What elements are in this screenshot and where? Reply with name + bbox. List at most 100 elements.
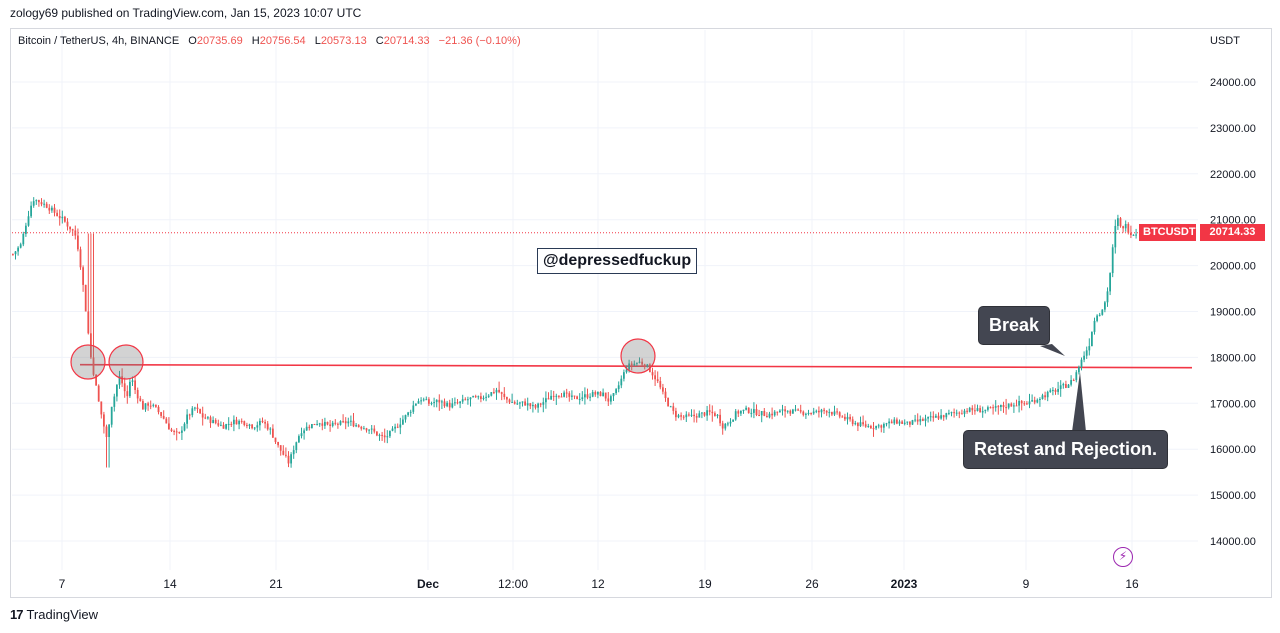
candle-body xyxy=(287,455,290,464)
candle-body xyxy=(1002,405,1005,408)
candle-body xyxy=(846,416,849,420)
candle-body xyxy=(768,413,771,418)
candle-body xyxy=(794,409,797,411)
candle-body xyxy=(750,412,753,414)
break-callout[interactable]: Break xyxy=(979,307,1050,344)
legend-symbol: Bitcoin / TetherUS, 4h, BINANCE xyxy=(18,35,180,47)
candle-body xyxy=(1117,218,1119,226)
candle-body xyxy=(552,395,555,397)
lightning-icon[interactable]: ⚡ xyxy=(1113,547,1133,567)
candle-body xyxy=(165,418,168,424)
candle-body xyxy=(25,225,27,234)
candle-body xyxy=(199,409,201,414)
candle-body xyxy=(428,399,430,404)
candle-body xyxy=(121,376,123,384)
candle-body xyxy=(1070,380,1072,385)
candle-body xyxy=(792,409,794,414)
candle-body xyxy=(979,408,981,413)
candle-body xyxy=(628,363,630,370)
touch-circle xyxy=(70,344,106,380)
candle-body xyxy=(714,413,716,416)
candle-body xyxy=(464,399,467,401)
candle-body xyxy=(688,414,690,416)
candle-body xyxy=(1085,350,1088,356)
candle-body xyxy=(586,394,589,398)
candle-body xyxy=(64,216,66,222)
candle-body xyxy=(126,391,129,397)
candle-body xyxy=(695,416,698,418)
candle-body xyxy=(961,413,963,415)
candle-body xyxy=(885,423,888,425)
candle-body xyxy=(1046,391,1049,398)
candle-body xyxy=(305,426,308,431)
candle-body xyxy=(344,421,347,424)
candle-body xyxy=(487,395,490,397)
candle-body xyxy=(1106,291,1109,303)
candle-body xyxy=(893,419,896,424)
candle-body xyxy=(1114,225,1117,248)
candle-body xyxy=(370,428,373,430)
candle-body xyxy=(716,414,719,416)
candle-body xyxy=(1078,367,1080,373)
candle-body xyxy=(617,385,620,390)
retest-callout[interactable]: Retest and Rejection. xyxy=(964,431,1168,468)
candle-body xyxy=(253,427,256,429)
candle-body xyxy=(56,212,58,217)
touch-circle xyxy=(620,338,656,374)
candle-body xyxy=(40,202,43,205)
candle-body xyxy=(500,392,503,394)
candle-body xyxy=(815,410,818,412)
candle-body xyxy=(511,401,513,403)
candle-body xyxy=(568,393,571,397)
candle-body xyxy=(217,423,220,426)
last-price-tag: 20714.33 xyxy=(1200,224,1265,241)
candle-body xyxy=(1039,398,1041,400)
candle-body xyxy=(97,385,100,402)
candle-body xyxy=(402,419,404,425)
candle-body xyxy=(942,415,945,418)
candle-body xyxy=(1031,400,1033,402)
candle-body xyxy=(914,419,916,421)
candle-body xyxy=(646,364,649,367)
candle-body xyxy=(446,402,448,407)
candle-body xyxy=(797,409,799,411)
candle-body xyxy=(922,419,924,421)
candle-body xyxy=(422,399,425,401)
candle-body xyxy=(503,393,506,398)
candle-body xyxy=(701,412,703,414)
candle-body xyxy=(178,432,181,434)
y-tick-label: 14000.00 xyxy=(1210,536,1256,548)
x-tick-label: 14 xyxy=(163,577,177,591)
candle-body xyxy=(711,411,714,414)
candle-body xyxy=(196,407,199,410)
candle-body xyxy=(183,423,186,431)
candle-body xyxy=(467,399,469,401)
candle-body xyxy=(638,361,641,363)
candle-body xyxy=(633,363,636,366)
footer[interactable]: 17 TradingView xyxy=(10,607,98,622)
candle-body xyxy=(342,421,344,423)
candle-body xyxy=(84,284,87,312)
candle-body xyxy=(643,364,646,367)
candle-body xyxy=(191,408,194,416)
candle-body xyxy=(386,436,389,438)
candle-body xyxy=(1091,331,1093,347)
candle-body xyxy=(79,249,82,268)
legend: Bitcoin / TetherUS, 4h, BINANCE O20735.6… xyxy=(18,35,521,47)
candle-body xyxy=(516,403,519,405)
candle-body xyxy=(844,416,846,420)
candle-body xyxy=(58,216,61,219)
candle-body xyxy=(157,406,160,413)
candle-body xyxy=(490,392,493,396)
candle-body xyxy=(851,419,854,425)
candle-body xyxy=(1067,384,1070,388)
tradingview-logo-icon: 17 xyxy=(10,607,24,622)
candle-body xyxy=(246,424,248,426)
candle-body xyxy=(321,423,324,426)
candle-body xyxy=(407,412,409,416)
chart-frame xyxy=(10,28,1272,598)
y-tick-label: 20000.00 xyxy=(1210,261,1256,273)
y-axis-unit: USDT xyxy=(1210,35,1240,47)
touch-circle xyxy=(108,344,144,380)
